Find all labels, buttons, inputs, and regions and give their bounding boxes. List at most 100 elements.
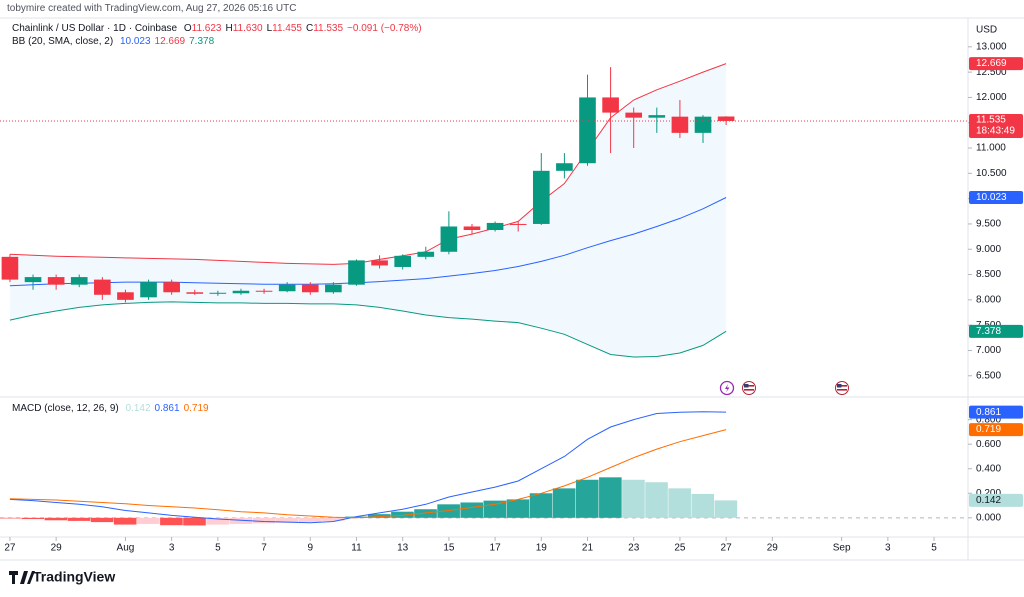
logo-mark (9, 571, 35, 584)
y-tick-label: 7.000 (976, 345, 1001, 356)
event-icon[interactable] (742, 381, 756, 395)
x-tick-label: 25 (674, 543, 686, 554)
candle-body (417, 251, 435, 257)
histogram-bar (344, 516, 368, 518)
candle-body (440, 226, 458, 252)
macd-value: 0.719 (183, 403, 209, 414)
price-tag-label: 7.378 (976, 326, 1001, 337)
y-tick-label: 12.500 (976, 67, 1007, 78)
x-tick-label: 15 (443, 543, 455, 554)
value-tag (969, 423, 1023, 437)
candle-body (70, 277, 88, 285)
flag-canton (744, 384, 749, 388)
y-tick-label: 10.500 (976, 168, 1007, 179)
candle-body (371, 260, 388, 266)
histogram-bar (206, 517, 229, 525)
change: −0.091 (−0.78%) (347, 23, 422, 34)
macd-legend: MACD (close, 12, 26, 9) 0.142 0.861 0.719 (12, 403, 213, 414)
event-icons (719, 380, 849, 396)
histogram-bar (136, 517, 160, 524)
candle-body (556, 163, 573, 171)
y-tick-label: 0.600 (976, 439, 1001, 450)
x-tick-label: 5 (215, 543, 221, 554)
countdown: 18:43:49 (976, 126, 1015, 137)
value-tag (969, 405, 1023, 419)
x-tick-label: 17 (490, 543, 502, 554)
candle-body (186, 292, 204, 294)
band-fill (9, 63, 727, 357)
x-tick-label: 19 (536, 543, 548, 554)
histogram-bar (414, 509, 437, 518)
flag-stripe (837, 385, 847, 387)
histogram-bar (229, 517, 253, 524)
y-tick-label: 0.000 (976, 512, 1001, 523)
candle-body (579, 97, 596, 164)
price-tag (969, 324, 1023, 338)
candle-body (532, 170, 550, 224)
histogram-bar (21, 517, 45, 520)
histogram-bar (321, 517, 345, 521)
histogram-bar (113, 517, 137, 525)
band-line (9, 301, 727, 358)
bb-value: 7.378 (189, 36, 215, 47)
price-tag (969, 113, 1023, 138)
histogram-bar (552, 488, 576, 518)
histogram-bar (645, 482, 668, 518)
x-tick-label: Aug (117, 543, 135, 554)
ohlc-key: H (225, 23, 233, 34)
event-icon-glyph (725, 384, 730, 393)
y-tick-label: 9.000 (976, 244, 1001, 255)
histogram-bar (183, 517, 206, 526)
macd-line (9, 429, 727, 519)
y-tick-label: 11.000 (976, 143, 1006, 154)
y-tick-label: 8.500 (976, 269, 1001, 280)
symbol-title: Chainlink / US Dollar · 1D · Coinbase (12, 23, 178, 34)
x-tick-label: 21 (582, 543, 594, 554)
macd-line (9, 411, 727, 524)
candle-body (232, 290, 250, 294)
currency: USD (976, 25, 997, 36)
candle-body (325, 284, 342, 293)
x-tick-label: 27 (4, 543, 16, 554)
candle-body (717, 116, 735, 121)
ohlc-key: C (305, 23, 314, 34)
logo: TradingView (9, 569, 115, 585)
candle-body (278, 284, 296, 292)
histogram-bar (160, 517, 183, 526)
event-icon[interactable] (835, 381, 849, 395)
ohlc-value: 11.623 (191, 23, 222, 34)
bb-value: 10.023 (119, 36, 151, 47)
histogram-bar (622, 479, 645, 518)
x-tick-label: 3 (885, 543, 891, 554)
value-tag-label: 0.142 (976, 495, 1001, 506)
value-tag (969, 493, 1023, 507)
histogram-bar (67, 517, 91, 521)
candle-body (163, 282, 180, 293)
histogram-bar (275, 517, 299, 523)
candle-body (209, 292, 227, 294)
candle-body (301, 284, 319, 293)
x-tick-label: 3 (169, 543, 175, 554)
candle-body (509, 223, 527, 225)
price-tag-label: 12.669 (976, 58, 1007, 69)
y-tick-label: 12.000 (976, 92, 1007, 103)
y-tick-label: 0.800 (976, 414, 1001, 425)
y-tick-label: 9.500 (976, 219, 1001, 230)
histogram-bar (483, 500, 507, 518)
histogram-bar (714, 500, 738, 518)
ohlc-value: 11.535 (313, 23, 344, 34)
ohlc-value: 11.630 (232, 23, 263, 34)
band-line (9, 197, 727, 287)
logo-text: TradingView (33, 569, 115, 585)
candle-body (47, 277, 65, 285)
flag-canton (837, 384, 842, 388)
flag-stripe (744, 385, 754, 387)
histogram-bar (44, 517, 68, 521)
histogram-bar (691, 493, 715, 518)
y-tick-label: 0.400 (976, 463, 1001, 474)
x-tick-label: 9 (307, 543, 313, 554)
ohlc-key: L (266, 23, 273, 34)
candle-body (486, 222, 504, 231)
